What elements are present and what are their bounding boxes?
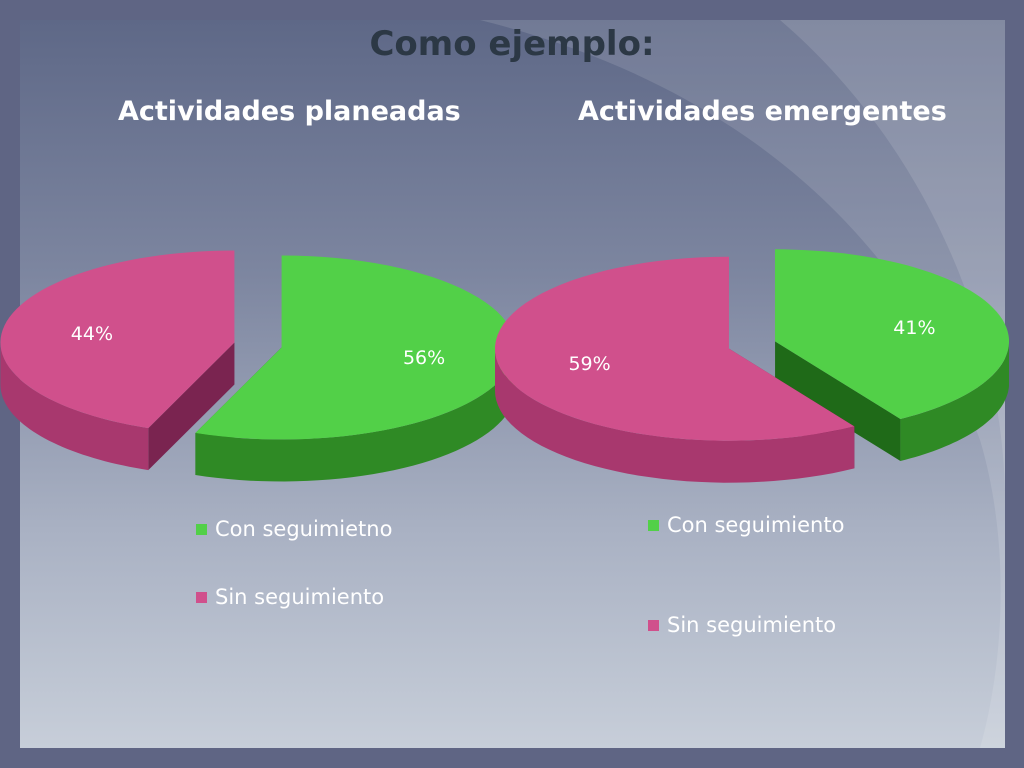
pie-slice-wall (148, 342, 235, 471)
legend-label: Sin seguimiento (215, 585, 385, 609)
legend-label: Sin seguimiento (667, 613, 837, 637)
legend-swatch-green (648, 519, 659, 531)
legend-item-con-seguimietno: Con seguimietno (196, 517, 392, 541)
pie-slice-side (495, 348, 855, 483)
chart-title-emergentes: Actividades emergentes (578, 96, 947, 127)
pie-slice (775, 249, 1009, 461)
pie-slice (195, 255, 516, 482)
legend-label: Con seguimiento (667, 513, 845, 537)
pie-data-label: 44% (71, 323, 113, 345)
legend-swatch-green (196, 523, 207, 535)
legend-item-sin-seguimiento: Sin seguimiento (648, 613, 836, 637)
pie-data-label: 59% (568, 353, 610, 375)
pie-slice-side (900, 341, 1009, 461)
pie-slice-top (775, 249, 1009, 419)
legend-item-sin-seguimiento: Sin seguimiento (196, 585, 384, 609)
slide-title: Como ejemplo: (369, 24, 655, 64)
pie-slice-side (195, 347, 516, 482)
legend-label: Con seguimietno (215, 517, 393, 541)
legend-swatch-pink (648, 619, 659, 631)
pie-slice (0, 250, 235, 471)
decorative-swoosh (480, 20, 1005, 748)
pie-slice-wall (775, 341, 901, 461)
pie-slice-side (0, 342, 149, 471)
pie-slice (495, 256, 855, 483)
legend-item-con-seguimiento: Con seguimiento (648, 513, 844, 537)
pie-data-label: 56% (403, 347, 445, 369)
pie-slice-top (195, 255, 516, 440)
legend-swatch-pink (196, 591, 207, 603)
pie-slice-top (0, 250, 235, 429)
pie-slice-top (495, 256, 855, 441)
pie-data-label: 41% (893, 317, 935, 339)
chart-title-planeadas: Actividades planeadas (118, 96, 461, 127)
